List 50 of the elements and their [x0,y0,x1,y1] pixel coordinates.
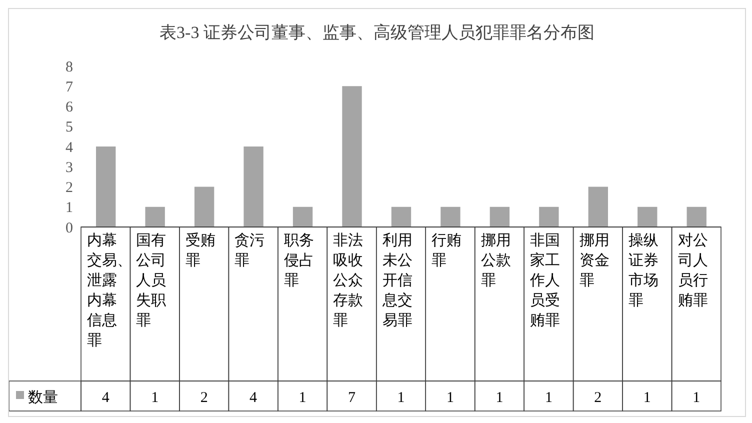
y-tick-label: 3 [66,160,73,176]
y-tick-label: 7 [66,79,74,96]
x-tick-label: 非国家工作人员受贿罪 [529,232,560,329]
x-tick-label: 贪污罪 [234,232,265,269]
y-tick-label: 1 [66,200,73,216]
x-tick-label: 操纵证券市场罪 [628,232,659,309]
x-tick-label: 对公司人员行贿罪 [678,232,708,309]
data-label: 1 [446,390,454,406]
bar [391,206,412,227]
data-label: 4 [102,390,110,406]
data-label: 1 [496,390,504,406]
y-tick-label: 4 [66,140,74,156]
data-label: 1 [151,390,159,406]
y-tick-label: 5 [66,120,73,136]
bar [638,206,658,227]
bar [440,206,460,227]
x-tick-label: 内幕交易、泄露内幕信息罪 [87,232,132,349]
data-label: 1 [397,390,405,406]
x-tick-label: 利用未公开信息交易罪 [381,232,412,329]
bar [588,186,608,227]
y-tick-label: 0 [66,220,73,236]
chart-title: 表3-3 证券公司董事、监事、高级管理人员犯罪罪名分布图 [158,22,596,44]
bar [194,186,214,227]
bar [292,206,313,227]
data-label: 7 [348,390,356,406]
data-label: 1 [643,390,651,406]
bar [686,206,706,227]
bar [244,146,264,227]
data-label: 1 [692,390,700,406]
data-label: 1 [544,390,552,406]
data-label: 2 [200,390,208,406]
legend-label: 数量 [28,390,58,406]
x-tick-label: 受贿罪 [185,232,216,269]
bar [96,146,116,227]
data-label: 4 [250,390,258,406]
x-tick-label: 非法吸收公众存款罪 [333,232,364,329]
data-label: 2 [594,390,602,406]
x-tick-label: 挪用公款罪 [480,232,511,289]
bar [490,206,510,227]
bar [145,206,165,227]
y-tick-label: 2 [66,180,73,196]
x-tick-label: 职务侵占罪 [284,232,314,289]
y-tick-label: 6 [66,100,74,116]
bar [539,206,559,227]
x-tick-label: 行贿罪 [432,233,462,269]
x-tick-label: 国有公司人员失职罪 [136,232,166,329]
data-label: 1 [298,390,306,406]
bar [342,86,362,227]
y-tick-label: 8 [66,59,73,76]
x-tick-label: 挪用资金罪 [579,232,610,289]
